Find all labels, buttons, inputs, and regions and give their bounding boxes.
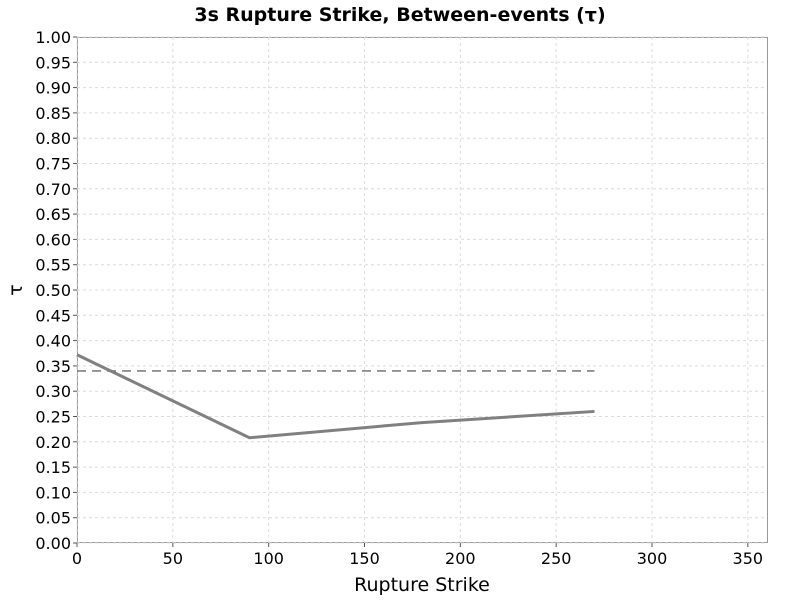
y-tick-label: 0.45 (35, 306, 71, 325)
x-tick-label: 200 (445, 549, 476, 568)
y-tick-label: 0.50 (35, 281, 71, 300)
y-tick-label: 0.10 (35, 483, 71, 502)
y-tick-label: 0.15 (35, 458, 71, 477)
y-tick-label: 0.40 (35, 332, 71, 351)
y-tick-label: 0.75 (35, 155, 71, 174)
x-tick-label: 100 (253, 549, 284, 568)
series-line-solid (76, 353, 595, 440)
y-tick-label: 0.55 (35, 256, 71, 275)
x-tick-label: 350 (733, 549, 764, 568)
y-tick-label: 0.05 (35, 509, 71, 528)
y-tick-label: 0.60 (35, 230, 71, 249)
y-tick-label: 0.80 (35, 129, 71, 148)
y-tick-label: 0.90 (35, 79, 71, 98)
x-tick-label: 250 (541, 549, 572, 568)
y-tick-label: 0.85 (35, 104, 71, 123)
y-tick-label: 0.70 (35, 180, 71, 199)
y-tick-label: 0.30 (35, 382, 71, 401)
y-axis-label: τ (5, 284, 27, 295)
y-tick-label: 1.00 (35, 28, 71, 47)
y-tick-label: 0.00 (35, 534, 71, 553)
x-tick-label: 150 (349, 549, 380, 568)
x-tick-label: 300 (637, 549, 668, 568)
tick-layer: 0 50 100 150 200 250 300 350 0.00 0.05 0.10 0.15 0.2… (35, 28, 763, 568)
x-axis-label: Rupture Strike (354, 574, 490, 596)
x-tick-label: 0 (72, 549, 82, 568)
grid-layer (76, 36, 767, 544)
y-tick-label: 0.95 (35, 53, 71, 72)
series-layer (76, 353, 595, 440)
x-tick-label: 50 (163, 549, 183, 568)
y-tick-label: 0.65 (35, 205, 71, 224)
y-tick-label: 0.20 (35, 433, 71, 452)
y-tick-label: 0.35 (35, 357, 71, 376)
chart-title: 3s Rupture Strike, Between-events (τ) (194, 4, 605, 26)
y-tick-label: 0.25 (35, 408, 71, 427)
